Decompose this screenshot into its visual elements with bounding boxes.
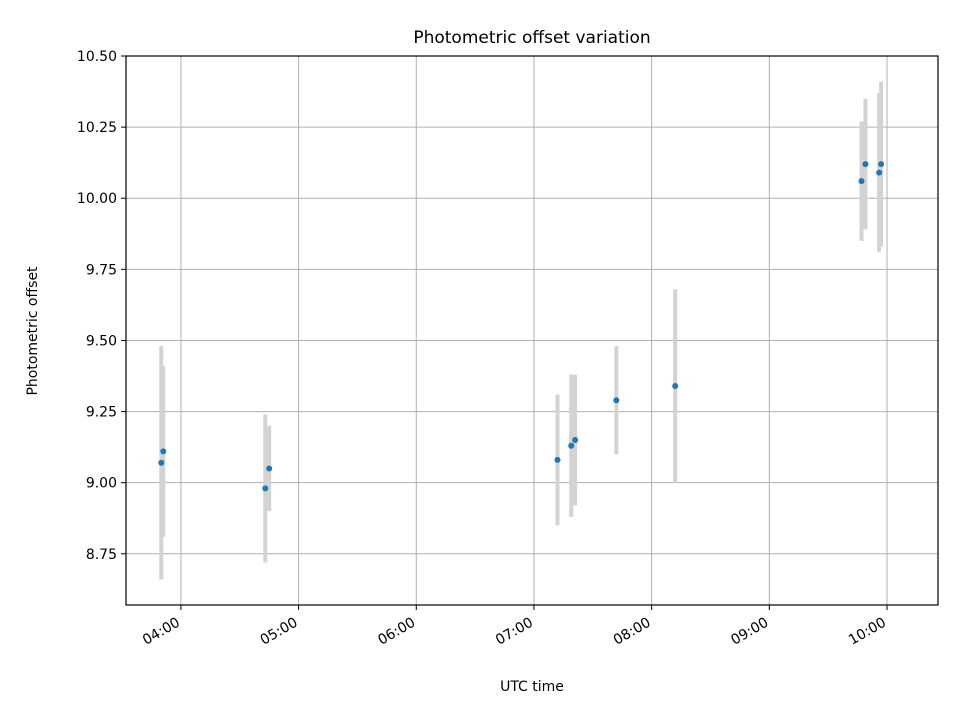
chart-title: Photometric offset variation bbox=[413, 28, 650, 48]
grid bbox=[126, 55, 938, 605]
data-point bbox=[158, 459, 165, 466]
data-point bbox=[554, 456, 561, 463]
y-tick-label: 9.50 bbox=[86, 333, 117, 349]
y-tick-label: 10.00 bbox=[77, 191, 117, 207]
data-point bbox=[262, 485, 269, 492]
y-tick-label: 8.75 bbox=[86, 547, 117, 563]
data-point bbox=[266, 465, 273, 472]
y-tick-label: 9.25 bbox=[86, 405, 117, 421]
data-point bbox=[160, 448, 167, 455]
data-point bbox=[876, 169, 883, 176]
plot-frame bbox=[125, 55, 939, 606]
data-points bbox=[158, 161, 885, 492]
data-point bbox=[878, 161, 885, 168]
data-point bbox=[568, 442, 575, 449]
y-tick-label: 10.25 bbox=[77, 120, 117, 136]
data-point bbox=[672, 382, 679, 389]
y-axis-title: Photometric offset bbox=[25, 266, 41, 396]
data-point bbox=[858, 178, 865, 185]
data-point bbox=[613, 397, 620, 404]
data-point bbox=[572, 437, 579, 444]
y-tick-label: 9.00 bbox=[86, 476, 117, 492]
y-tick-label: 9.75 bbox=[86, 262, 117, 278]
data-point bbox=[862, 161, 869, 168]
y-axis: 8.75 9.00 9.25 9.50 9.75 10.00 10.25 10.50 bbox=[77, 49, 126, 563]
x-axis-title: UTC time bbox=[500, 679, 564, 695]
y-tick-label: 10.50 bbox=[77, 49, 117, 65]
